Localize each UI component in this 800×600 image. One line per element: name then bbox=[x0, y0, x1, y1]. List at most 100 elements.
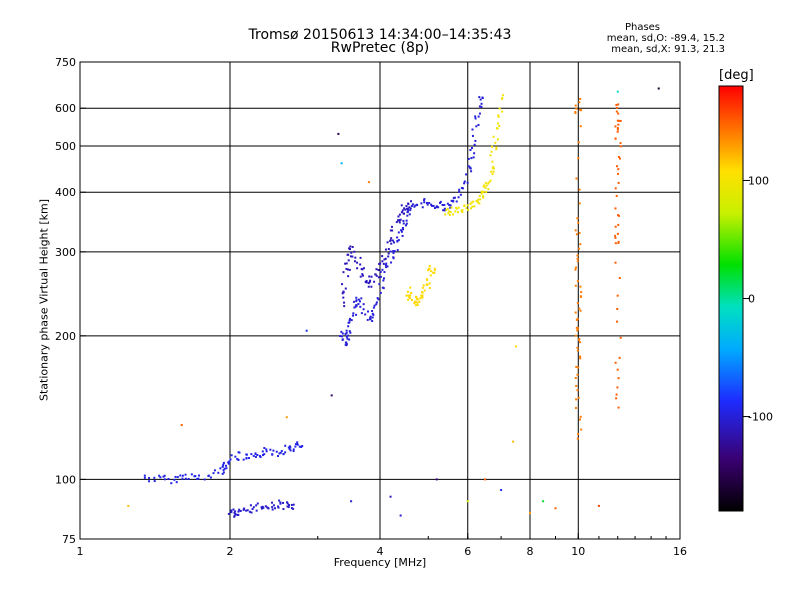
trace-point bbox=[474, 117, 477, 120]
trace-point bbox=[357, 302, 360, 305]
trace-point bbox=[387, 255, 390, 258]
trace-point bbox=[383, 258, 386, 261]
trace-point bbox=[284, 451, 287, 454]
trace-point bbox=[460, 186, 463, 189]
trace-point bbox=[237, 513, 240, 516]
colorbar-tick-label: -100 bbox=[748, 411, 773, 424]
trace-point bbox=[421, 291, 424, 294]
trace-point bbox=[212, 472, 215, 475]
trace-point bbox=[407, 207, 410, 210]
trace-point bbox=[421, 206, 424, 209]
trace-point bbox=[379, 275, 382, 278]
trace-point bbox=[488, 181, 491, 184]
trace-point bbox=[616, 106, 619, 109]
scatter-point bbox=[180, 424, 183, 427]
trace-point bbox=[362, 267, 365, 270]
trace-point bbox=[576, 280, 579, 283]
trace-point bbox=[575, 233, 578, 236]
trace-point bbox=[617, 156, 620, 159]
trace-point bbox=[349, 245, 352, 248]
trace-point bbox=[501, 110, 504, 113]
trace-point bbox=[159, 476, 162, 479]
trace-point bbox=[454, 210, 457, 213]
trace-point bbox=[294, 443, 297, 446]
trace-point bbox=[619, 142, 622, 145]
trace-point bbox=[402, 228, 405, 231]
trace-point bbox=[224, 464, 227, 467]
trace-point bbox=[289, 449, 292, 452]
scatter-point bbox=[285, 416, 288, 419]
trace-point bbox=[375, 268, 378, 271]
trace-point bbox=[282, 508, 285, 511]
trace-point bbox=[578, 232, 581, 235]
trace-point bbox=[498, 107, 501, 110]
trace-point bbox=[344, 287, 347, 290]
trace-point bbox=[407, 208, 410, 211]
trace-point bbox=[341, 338, 344, 341]
trace-point bbox=[277, 454, 280, 457]
stats-title: Phases bbox=[624, 22, 661, 33]
trace-point bbox=[148, 480, 151, 483]
trace-point bbox=[404, 224, 407, 227]
y-tick-label: 600 bbox=[55, 102, 76, 115]
trace-point bbox=[379, 291, 382, 294]
trace-point bbox=[616, 368, 619, 371]
trace-point bbox=[400, 211, 403, 214]
trace-point bbox=[461, 187, 464, 190]
trace-point bbox=[472, 156, 475, 159]
trace-point bbox=[423, 201, 426, 204]
trace-point bbox=[443, 204, 446, 207]
trace-point bbox=[221, 465, 224, 468]
trace-point bbox=[352, 314, 355, 317]
trace-point bbox=[614, 187, 617, 190]
trace-point bbox=[228, 460, 231, 463]
trace-point bbox=[286, 502, 289, 505]
trace-point bbox=[341, 292, 344, 295]
trace-point bbox=[385, 262, 388, 265]
trace-point bbox=[433, 207, 436, 210]
trace-point bbox=[442, 209, 445, 212]
trace-point bbox=[484, 186, 487, 189]
trace-point bbox=[362, 308, 365, 311]
trace-point bbox=[357, 298, 360, 301]
trace-point bbox=[284, 444, 287, 447]
trace-point bbox=[617, 123, 620, 126]
trace-point bbox=[248, 510, 251, 513]
trace-point bbox=[478, 195, 481, 198]
trace-point bbox=[449, 206, 452, 209]
trace-point bbox=[361, 273, 364, 276]
trace-point bbox=[432, 204, 435, 207]
trace-point bbox=[619, 145, 622, 148]
trace-point bbox=[575, 365, 578, 368]
trace-point bbox=[577, 157, 580, 160]
trace-point bbox=[346, 337, 349, 340]
trace-point bbox=[617, 223, 620, 226]
trace-point bbox=[405, 205, 408, 208]
trace-point bbox=[353, 260, 356, 263]
trace-point bbox=[397, 231, 400, 234]
trace-point bbox=[369, 316, 372, 319]
trace-point bbox=[497, 114, 500, 117]
trace-point bbox=[256, 502, 259, 505]
trace-point bbox=[368, 275, 371, 278]
trace-point bbox=[575, 107, 578, 110]
y-tick-label: 200 bbox=[55, 330, 76, 343]
trace-point bbox=[344, 262, 347, 265]
trace-point bbox=[422, 284, 425, 287]
trace-point bbox=[251, 508, 254, 511]
trace-point bbox=[350, 251, 353, 254]
trace-point bbox=[458, 190, 461, 193]
trace-point bbox=[420, 294, 423, 297]
trace-point bbox=[197, 474, 200, 477]
trace-point bbox=[384, 257, 387, 260]
trace-point bbox=[577, 366, 580, 369]
trace-point bbox=[491, 167, 494, 170]
trace-point bbox=[263, 447, 266, 450]
trace-point bbox=[375, 301, 378, 304]
trace-point bbox=[415, 203, 418, 206]
trace-point bbox=[351, 246, 354, 249]
trace-point bbox=[347, 334, 350, 337]
trace-point bbox=[429, 270, 432, 273]
trace-point bbox=[414, 204, 417, 207]
trace-point bbox=[277, 506, 280, 509]
